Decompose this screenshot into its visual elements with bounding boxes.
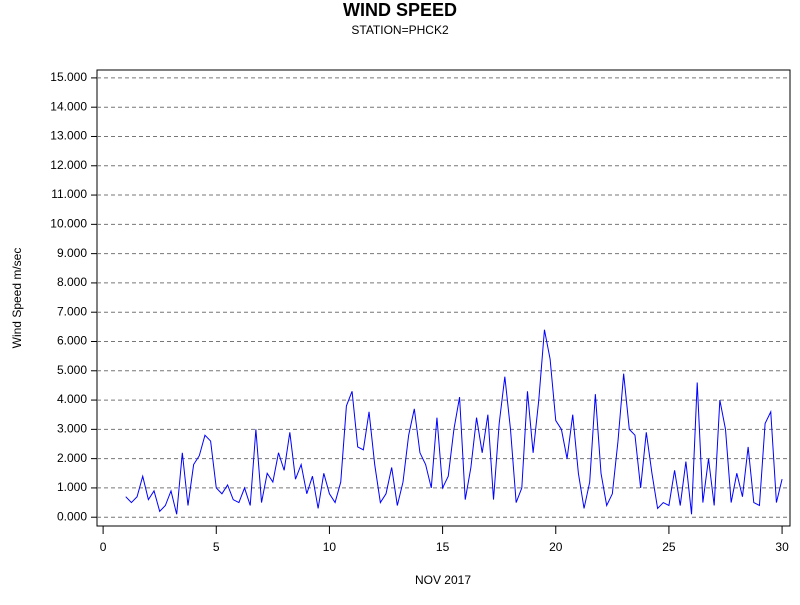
x-tick-label: 20 (549, 540, 563, 554)
x-axis-label: NOV 2017 (415, 573, 471, 587)
y-tick-label: 13.000 (50, 129, 87, 143)
y-tick-label: 11.000 (51, 187, 87, 201)
x-tick-label: 25 (662, 540, 676, 554)
chart-title: WIND SPEED (343, 0, 457, 20)
y-tick-label: 15.000 (50, 70, 87, 84)
x-tick-label: 15 (436, 540, 450, 554)
y-tick-label: 4.000 (57, 392, 87, 406)
y-tick-label: 9.000 (57, 246, 87, 260)
y-tick-label: 10.000 (50, 217, 87, 231)
y-tick-label: 2.000 (57, 451, 87, 465)
y-tick-label: 7.000 (57, 304, 87, 318)
x-tick-label: 5 (213, 540, 220, 554)
y-tick-label: 12.000 (50, 158, 87, 172)
x-tick-label: 30 (775, 540, 789, 554)
y-tick-label: 0.000 (57, 509, 87, 523)
y-axis-label: Wind Speed m/sec (10, 248, 24, 349)
plot-frame (96, 69, 791, 527)
x-tick-label: 0 (100, 540, 107, 554)
data-line (125, 329, 783, 515)
y-tick-label: 1.000 (57, 480, 87, 494)
y-tick-label: 14.000 (50, 99, 87, 113)
chart-subtitle: STATION=PHCK2 (351, 23, 449, 37)
y-tick-label: 8.000 (57, 275, 87, 289)
y-tick-label: 6.000 (57, 334, 87, 348)
y-tick-label: 3.000 (57, 422, 87, 436)
y-tick-label: 5.000 (57, 363, 87, 377)
x-tick-label: 10 (323, 540, 337, 554)
